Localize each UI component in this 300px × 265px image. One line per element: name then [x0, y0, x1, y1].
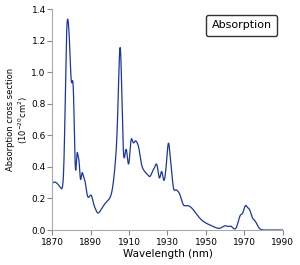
Y-axis label: Absorption cross section
$(10^{-20}$cm$^2)$: Absorption cross section $(10^{-20}$cm$^… — [6, 68, 30, 171]
Legend: Absorption: Absorption — [206, 15, 278, 36]
X-axis label: Wavelength (nm): Wavelength (nm) — [123, 249, 212, 259]
